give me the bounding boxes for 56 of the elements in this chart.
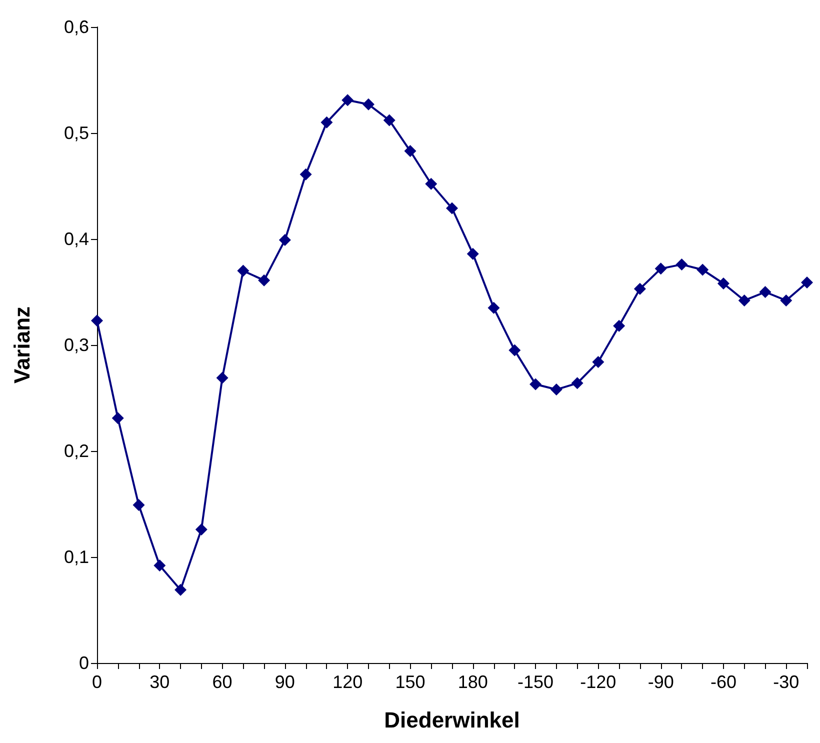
x-tick-label: -120 — [580, 672, 616, 692]
point — [237, 264, 250, 277]
point — [132, 499, 145, 512]
x-axis-title: Diederwinkel — [384, 708, 520, 732]
x-tick-label: 60 — [212, 672, 232, 692]
point — [466, 248, 479, 260]
point — [195, 523, 208, 536]
point — [613, 320, 626, 332]
point — [174, 584, 187, 596]
y-tick-label: 0 — [78, 653, 89, 673]
point — [404, 145, 416, 158]
point — [508, 344, 521, 356]
point — [780, 294, 792, 306]
y-tick-label: 0,2 — [64, 441, 89, 461]
point — [717, 278, 730, 290]
point — [571, 377, 584, 390]
point — [530, 378, 542, 390]
x-tick-label: 90 — [274, 672, 295, 692]
x-tick-label: 0 — [92, 672, 102, 692]
point — [320, 116, 333, 128]
point — [801, 276, 813, 288]
x-tick-label: 30 — [150, 672, 170, 692]
point — [550, 384, 562, 396]
point — [383, 114, 396, 126]
x-tick-label: -90 — [648, 672, 674, 692]
point — [216, 372, 228, 384]
y-tick-label: 0,1 — [64, 547, 89, 567]
point — [154, 559, 166, 572]
point — [91, 314, 103, 327]
x-tick-label: -150 — [518, 672, 554, 692]
point — [634, 282, 646, 295]
y-tick-label: 0,5 — [64, 123, 89, 143]
y-axis-title: Varianz — [10, 306, 34, 384]
point — [759, 286, 772, 298]
point — [592, 356, 604, 368]
point — [362, 98, 374, 110]
y-tick-label: 0,6 — [64, 17, 89, 37]
point — [676, 258, 688, 270]
point — [112, 412, 124, 424]
x-tick-label: 180 — [458, 672, 488, 692]
y-tick-label: 0,3 — [64, 335, 89, 355]
x-tick-label: 150 — [395, 672, 426, 692]
point — [278, 234, 291, 246]
point — [342, 94, 354, 106]
point — [446, 202, 458, 214]
point — [425, 178, 438, 190]
point — [738, 294, 750, 306]
point — [258, 274, 270, 286]
x-tick-label: -60 — [710, 672, 736, 692]
y-tick-label: 0,4 — [64, 229, 89, 249]
x-tick-label: -30 — [773, 672, 800, 692]
x-tick-label: 120 — [332, 672, 363, 692]
point — [654, 262, 667, 275]
point — [488, 302, 500, 314]
point — [300, 168, 312, 180]
point — [696, 264, 709, 276]
